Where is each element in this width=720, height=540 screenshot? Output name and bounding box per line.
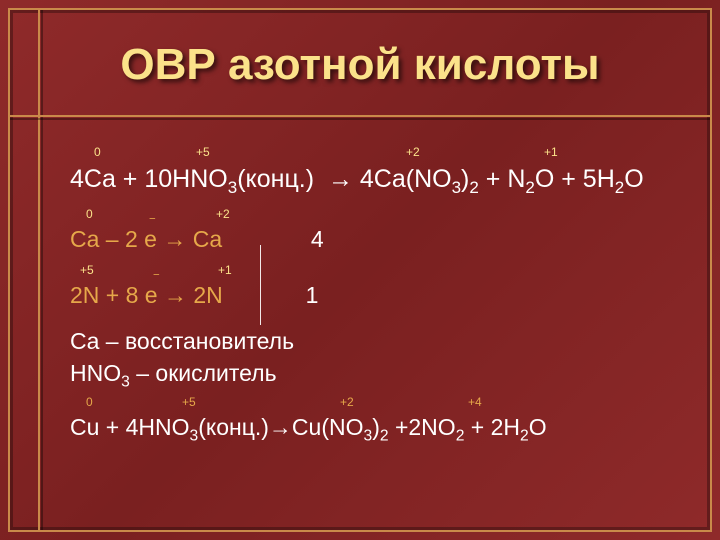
half1-ox-0: 0 [86,207,93,221]
ox-ca-0: 0 [94,145,101,159]
eq2-part1: Cu + 4HNO [70,414,190,440]
eq2-part2: (конц.)→Cu(NO [198,414,363,440]
slide-title: ОВР азотной кислоты [0,40,720,90]
horizontal-accent-line [8,115,712,117]
eq1-sub2: 3 [452,178,461,197]
eq2-part5: + 2H [464,414,520,440]
eq2-sub5: 2 [520,427,529,444]
eq2-ox-plus5: +5 [182,395,196,409]
half1-ox-plus2: +2 [216,207,230,221]
equation-1: 4Ca + 10HNO3(конц.) → 4Ca(NO3)2 + N2O + … [70,163,680,199]
eq2-ox-plus2: +2 [340,395,354,409]
oxidizer-sub: 3 [121,373,130,390]
reducer-text: Ca – восстановитель [70,328,294,354]
oxidizer-line: HNO3 – окислитель [70,359,680,393]
half2-mult: 1 [306,282,319,308]
half2-ebar: ‾ [154,271,159,289]
half2-oxidation-states: +5 +1 [70,263,680,281]
eq2-part6: O [529,414,547,440]
content-area: 0 +5 +2 +1 4Ca + 10HNO3(конц.) → 4Ca(NO3… [70,145,680,455]
eq1-arrow: → [328,165,353,193]
half-reaction-divider [260,245,261,325]
reducer-line: Ca – восстановитель [70,327,680,357]
half2-text: 2N + 8 e → 2N [70,282,223,308]
eq2-sub1: 3 [190,427,199,444]
half1-mult: 4 [311,226,324,252]
half-reaction-1: Ca – 2 e → Ca ‾ 4 [70,225,680,255]
ox-ca-plus2: +2 [406,145,420,159]
eq1-oxidation-states: 0 +5 +2 +1 [70,145,680,163]
equation-2: Cu + 4HNO3(конц.)→Cu(NO3)2 +2NO2 + 2H2O [70,413,680,447]
eq2-oxidation-states: 0 +5 +2 +4 [70,395,680,413]
eq1-sub5: 2 [615,178,624,197]
eq2-part3: ) [372,414,380,440]
ox-n-plus1: +1 [544,145,558,159]
slide-background: ОВР азотной кислоты 0 +5 +2 +1 4Ca + 10H… [0,0,720,540]
eq1-sub3: 2 [469,178,478,197]
eq2-part4: +2NO [389,414,456,440]
half1-oxidation-states: 0 +2 [70,207,680,225]
eq2-ox-0: 0 [86,395,93,409]
half-reaction-2: 2N + 8 e → 2N ‾ 1 [70,281,680,311]
half1-ebar: ‾ [150,215,155,233]
eq2-sub3: 2 [380,427,389,444]
half2-ox-plus1: +1 [218,263,232,277]
eq1-part6: O + 5H [535,165,615,193]
eq2-ox-plus4: +4 [468,395,482,409]
half2-ox-plus5: +5 [80,263,94,277]
eq1-part1: 4Ca + 10HNO [70,165,228,193]
eq1-part5: + N [479,165,526,193]
oxidizer-text-a: HNO [70,360,121,386]
eq1-part7: O [624,165,643,193]
oxidizer-text-b: – окислитель [130,360,277,386]
eq1-part2: (конц.) [237,165,314,193]
eq1-sub1: 3 [228,178,237,197]
half1-text: Ca – 2 e → Ca [70,226,222,252]
hline-shadow [10,118,710,120]
eq1-sub4: 2 [525,178,534,197]
eq1-part3: 4Ca(NO [360,165,452,193]
ox-n-plus5: +5 [196,145,210,159]
eq2-sub2: 3 [363,427,372,444]
